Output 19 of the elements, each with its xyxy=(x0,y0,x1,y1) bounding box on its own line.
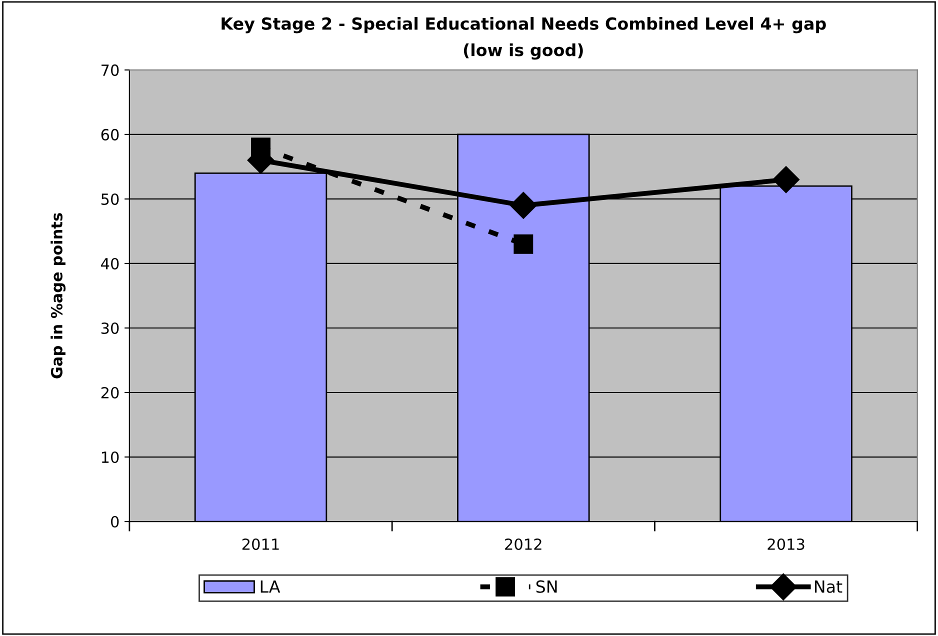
y-tick-label: 20 xyxy=(101,386,119,399)
y-tick-label: 0 xyxy=(111,516,119,528)
y-tick-label: 50 xyxy=(101,193,119,205)
point xyxy=(510,192,537,219)
x-tick-label: 2012 xyxy=(505,538,542,550)
y-tick-label: 70 xyxy=(102,64,119,76)
point xyxy=(514,234,534,254)
y-tick-label: 60 xyxy=(101,128,119,140)
x-tick-label: 2011 xyxy=(242,538,279,550)
point xyxy=(772,166,800,194)
y-tick-label: 40 xyxy=(101,258,119,270)
y-axis-title: Gap in %age points xyxy=(50,213,66,378)
y-tick-label: 30 xyxy=(101,322,119,334)
legend-label: SN xyxy=(536,580,557,593)
y-tick-label: 10 xyxy=(102,451,119,464)
x-tick-label: 2013 xyxy=(768,538,804,550)
legend-label: LA xyxy=(260,580,280,593)
chart-title: Key Stage 2 - Special Educational Needs Combined Level 4+ gap (low is good) xyxy=(222,17,826,60)
legend-label: Nat xyxy=(814,580,842,593)
